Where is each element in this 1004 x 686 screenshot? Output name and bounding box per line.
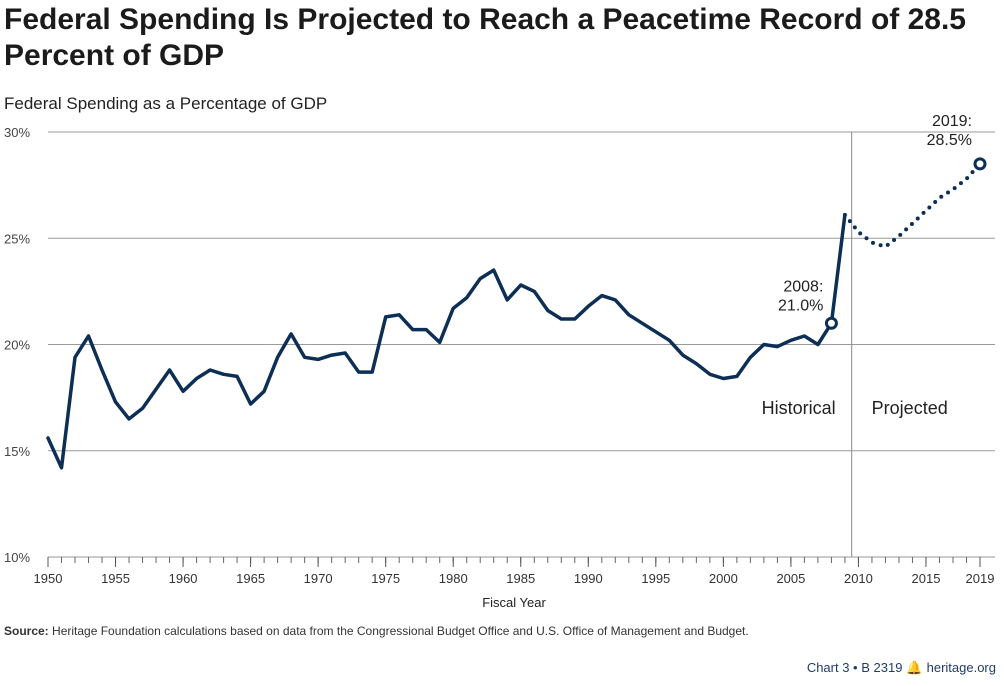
annotation-value: 28.5% <box>927 132 972 149</box>
historical-series-line <box>46 213 847 470</box>
chart-subtitle: Federal Spending as a Percentage of GDP <box>4 94 328 113</box>
chart-title: Federal Spending Is Projected to Reach a… <box>4 3 966 72</box>
x-tick-label: 1960 <box>169 571 198 586</box>
x-tick-label: 2010 <box>844 571 873 586</box>
y-tick-label: 20% <box>4 338 30 353</box>
historical-label: Historical <box>762 398 836 418</box>
y-tick-label: 15% <box>4 444 30 459</box>
projected-series-line <box>842 161 982 249</box>
x-tick-label: 2000 <box>709 571 738 586</box>
chart-credit: Chart 3 • B 2319 🔔 heritage.org <box>807 660 996 676</box>
x-tick-label: 1965 <box>236 571 265 586</box>
annotation-marker <box>824 316 838 330</box>
x-tick-label: 1950 <box>34 571 63 586</box>
y-tick-label: 30% <box>4 125 30 140</box>
x-tick-label: 2019 <box>966 571 995 586</box>
x-axis-label: Fiscal Year <box>482 595 546 610</box>
x-tick-label: 2005 <box>776 571 805 586</box>
x-tick-label: 1995 <box>641 571 670 586</box>
chart-id: Chart 3 • B 2319 <box>806 660 903 675</box>
source-label: Source: <box>4 624 49 638</box>
x-tick-label: 1955 <box>101 571 130 586</box>
annotation-marker <box>973 157 987 171</box>
x-tick-label: 1985 <box>506 571 535 586</box>
y-tick-label: 10% <box>4 550 30 565</box>
x-tick-label: 1970 <box>304 571 333 586</box>
annotation-year: 2008: <box>783 278 823 295</box>
projected-label: Projected <box>872 398 948 418</box>
source-note: Source: Heritage Foundation calculations… <box>4 624 749 638</box>
liberty-bell-icon: 🔔 <box>906 660 923 675</box>
x-tick-label: 1990 <box>574 571 603 586</box>
y-tick-label: 25% <box>4 231 30 246</box>
source-text: Heritage Foundation calculations based o… <box>52 624 749 638</box>
annotation-value: 21.0% <box>778 297 823 314</box>
x-tick-label: 2015 <box>912 571 941 586</box>
x-tick-label: 1975 <box>371 571 400 586</box>
site-link[interactable]: heritage.org <box>926 660 996 675</box>
annotation-year: 2019: <box>932 113 972 130</box>
x-tick-label: 1980 <box>439 571 468 586</box>
